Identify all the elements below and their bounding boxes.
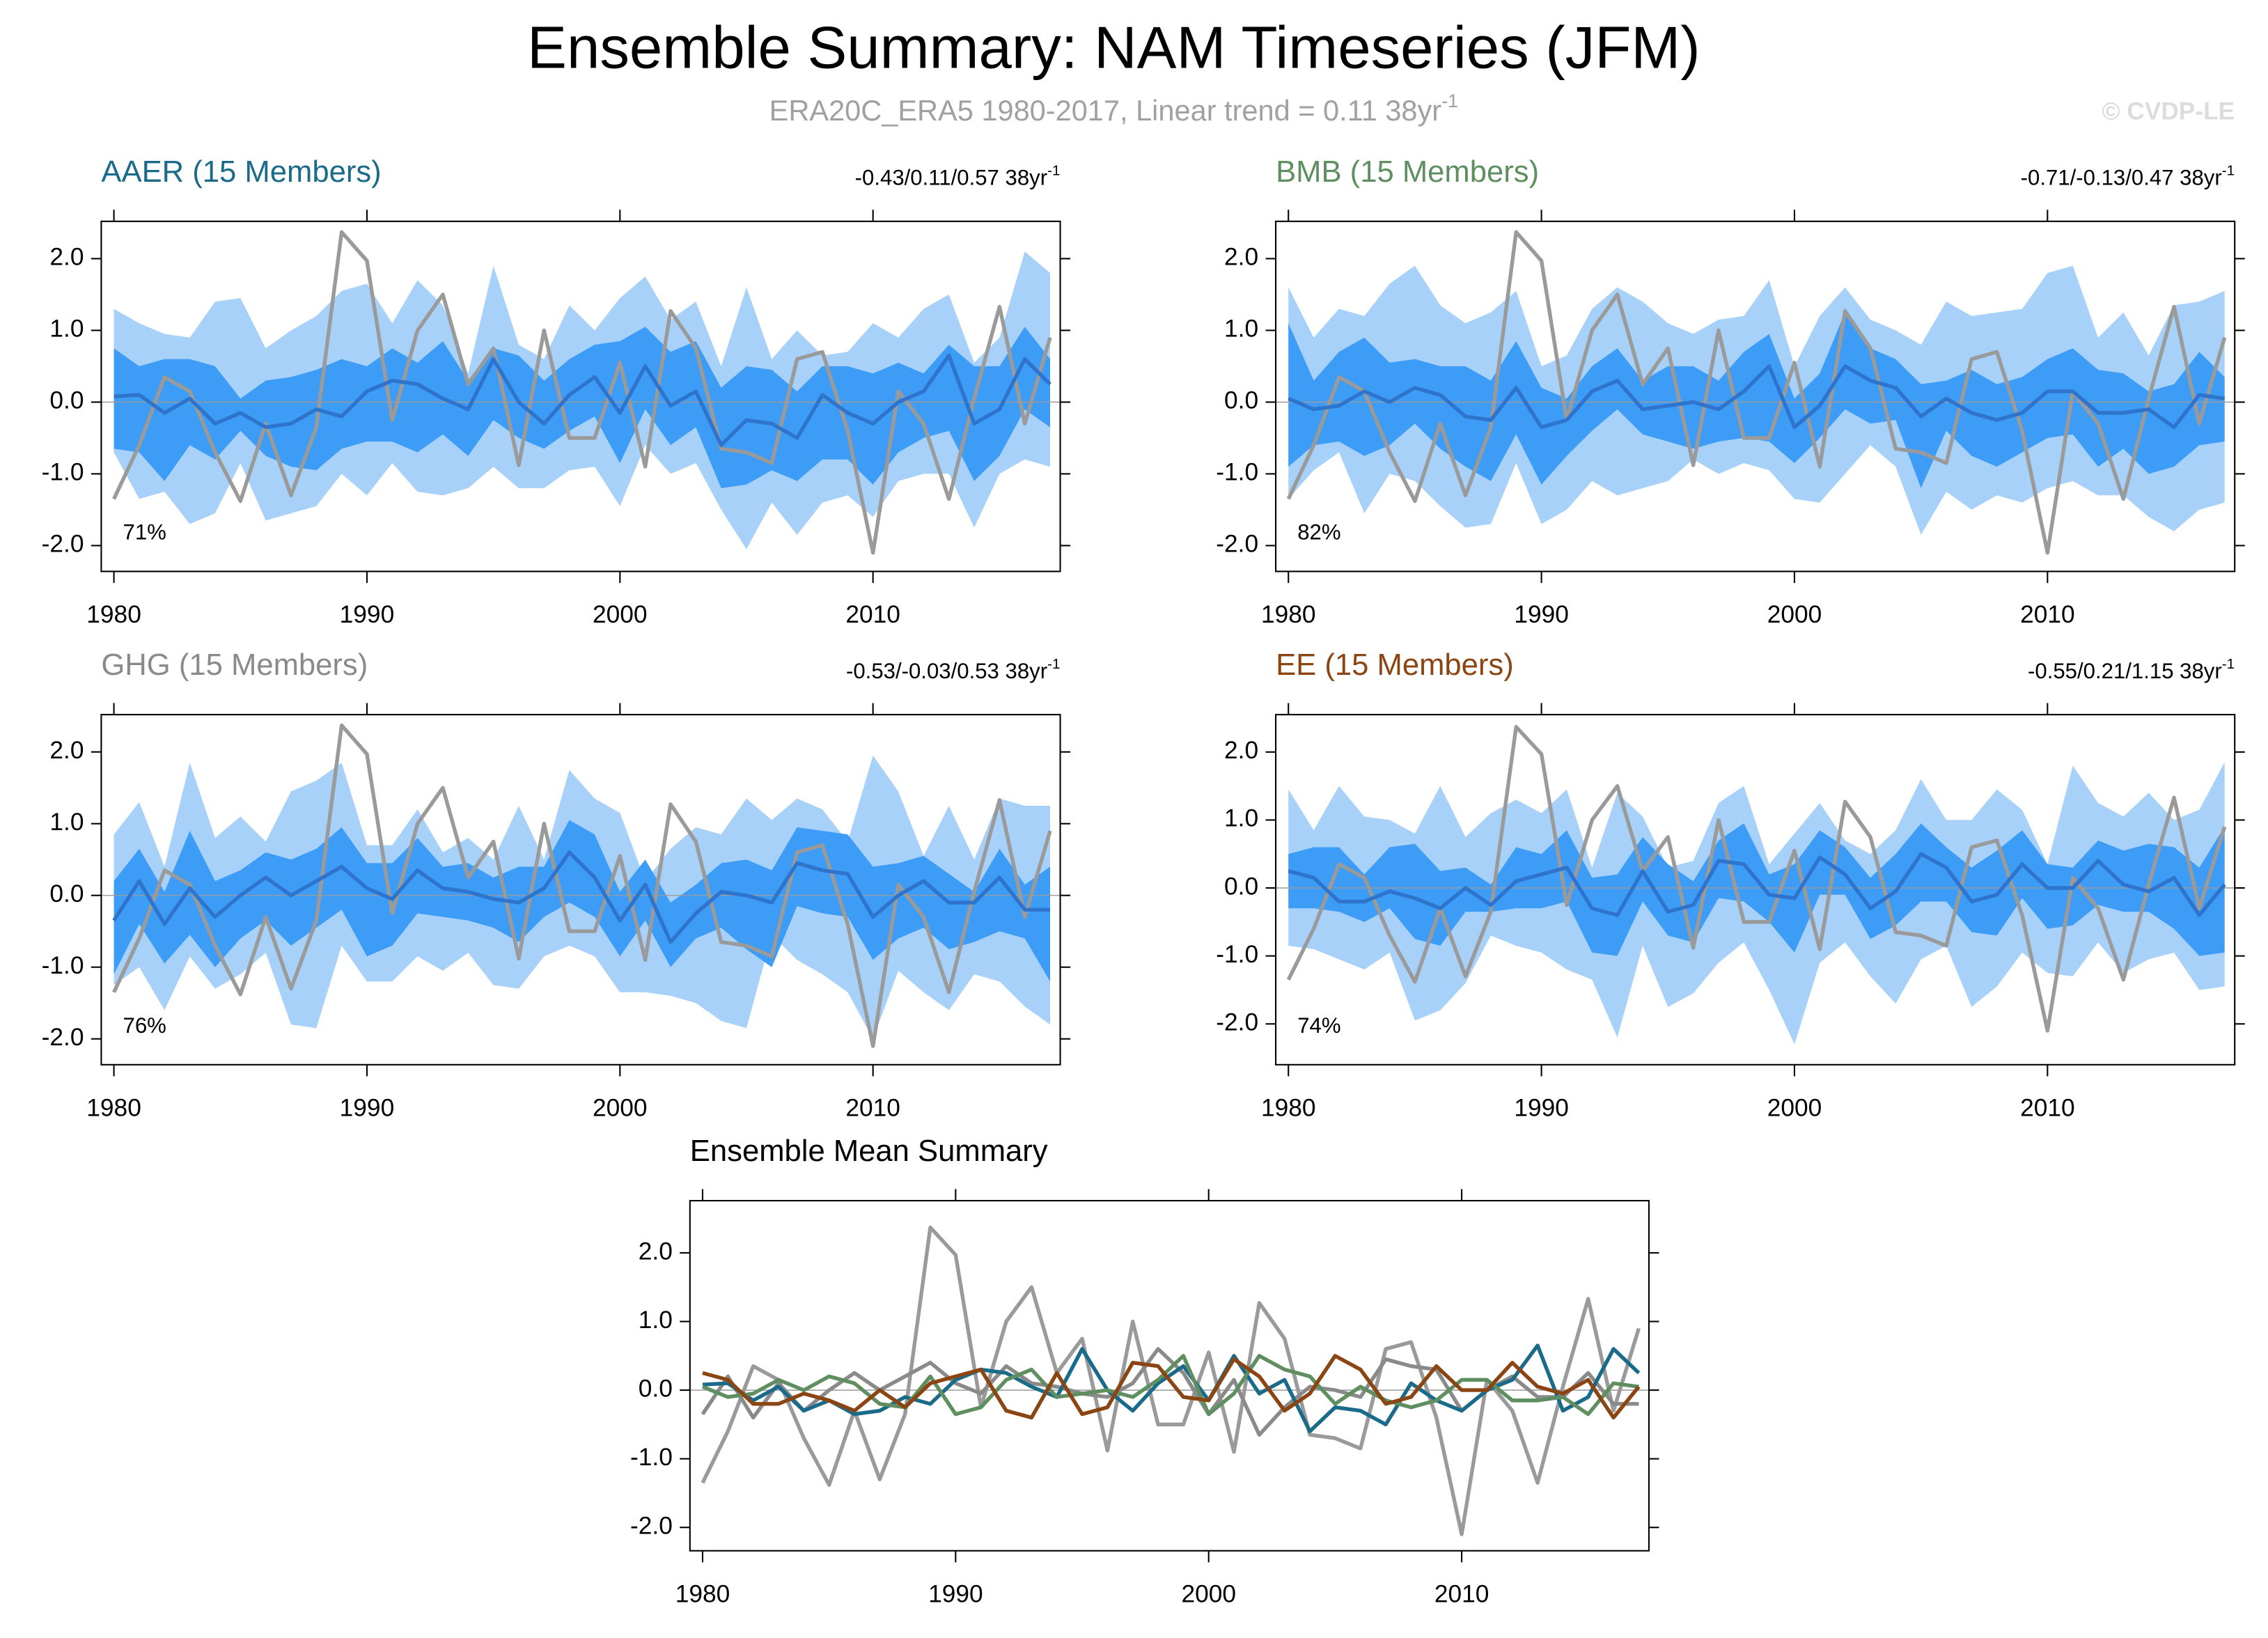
x-tick-label: 1990 — [340, 1095, 395, 1122]
x-tick-label: 1980 — [86, 1095, 141, 1122]
panel-title: AAER (15 Members) — [101, 155, 381, 189]
x-tick-label: 1990 — [928, 1580, 983, 1607]
y-tick-label: -1.0 — [1216, 941, 1258, 968]
plot-frame — [100, 714, 1061, 1066]
series-line — [1288, 852, 2226, 917]
series-line — [114, 353, 1051, 447]
plot-frame — [689, 1200, 1650, 1552]
y-tick-label: -2.0 — [42, 1024, 84, 1051]
x-tick-label: 2010 — [2020, 1095, 2075, 1122]
x-tick-label: 1980 — [1261, 601, 1316, 628]
panel-title: GHG (15 Members) — [101, 648, 368, 682]
plot-frame — [1275, 714, 2236, 1066]
y-tick-label: 0.0 — [49, 880, 84, 907]
x-tick-label: 2010 — [1434, 1580, 1489, 1607]
y-tick-label: 2.0 — [639, 1238, 673, 1265]
y-tick-label: 2.0 — [49, 737, 84, 764]
y-tick-label: 1.0 — [1224, 315, 1258, 343]
y-tick-label: -2.0 — [1216, 531, 1258, 558]
y-tick-label: 0.0 — [1224, 873, 1258, 900]
plot-frame — [1275, 220, 2236, 572]
panel-title: Ensemble Mean Summary — [690, 1134, 1048, 1168]
y-tick-label: 1.0 — [49, 809, 84, 836]
x-tick-label: 2000 — [1767, 1095, 1822, 1122]
x-tick-label: 1990 — [1514, 1095, 1569, 1122]
series-line — [702, 1354, 1641, 1420]
y-tick-label: 0.0 — [639, 1375, 673, 1402]
y-tick-label: -1.0 — [42, 952, 84, 979]
series-line — [1286, 725, 2227, 1033]
x-tick-label: 2010 — [2020, 601, 2075, 628]
y-tick-label: -1.0 — [630, 1444, 673, 1471]
spread-band — [1288, 823, 2225, 956]
trend-label: -0.53/-0.03/0.53 38yr-1 — [846, 656, 1061, 683]
trend-label: -0.43/0.11/0.57 38yr-1 — [855, 163, 1061, 190]
series-line — [112, 723, 1052, 1048]
trend-sup: -1 — [2222, 656, 2235, 672]
y-tick-label: 2.0 — [1224, 244, 1258, 271]
subtitle-text: ERA20C_ERA5 1980-2017, Linear trend = 0.… — [769, 94, 1442, 127]
copyright: © CVDP-LE — [2102, 98, 2235, 125]
x-tick-label: 1980 — [675, 1580, 730, 1607]
x-tick-label: 2000 — [593, 601, 648, 628]
x-tick-label: 2000 — [1181, 1580, 1236, 1607]
trend-sup: -1 — [1047, 163, 1060, 179]
trend-text: -0.43/0.11/0.57 38yr — [855, 166, 1047, 190]
series-line — [112, 850, 1051, 944]
subtitle: ERA20C_ERA5 1980-2017, Linear trend = 0.… — [769, 91, 1458, 127]
panel-title: EE (15 Members) — [1276, 648, 1514, 682]
y-tick-label: 2.0 — [1224, 737, 1258, 764]
trend-sup: -1 — [1047, 656, 1060, 672]
x-tick-label: 2000 — [1767, 601, 1822, 628]
subtitle-sup: -1 — [1441, 91, 1458, 111]
y-tick-label: 2.0 — [49, 244, 84, 271]
plot-frame — [100, 220, 1061, 572]
spread-band — [1288, 312, 2225, 489]
page-title: Ensemble Summary: NAM Timeseries (JFM) — [527, 15, 1700, 81]
x-tick-label: 1990 — [340, 601, 395, 628]
series-line — [701, 1225, 1641, 1536]
x-tick-label: 1980 — [86, 601, 141, 628]
trend-text: -0.53/-0.03/0.53 38yr — [846, 659, 1047, 683]
trend-label: -0.55/0.21/1.15 38yr-1 — [2028, 656, 2235, 683]
y-tick-label: 0.0 — [1224, 387, 1258, 414]
percent-label: 82% — [1297, 520, 1340, 545]
series-line — [1286, 230, 2227, 555]
panel-title: BMB (15 Members) — [1276, 155, 1539, 189]
series-line — [112, 230, 1052, 555]
x-tick-label: 1990 — [1514, 601, 1569, 628]
x-tick-label: 2000 — [593, 1095, 648, 1122]
y-tick-label: 0.0 — [49, 387, 84, 414]
y-tick-label: -2.0 — [42, 531, 84, 558]
percent-label: 71% — [123, 520, 166, 545]
series-line — [701, 1354, 1639, 1417]
series-line — [1288, 364, 2226, 430]
trend-label: -0.71/-0.13/0.47 38yr-1 — [2021, 163, 2235, 190]
y-tick-label: -2.0 — [1216, 1009, 1258, 1036]
spread-band — [114, 327, 1051, 489]
series-line — [702, 1343, 1641, 1433]
y-tick-label: -1.0 — [42, 459, 84, 486]
spread-band — [114, 820, 1051, 982]
x-tick-label: 2010 — [845, 1095, 900, 1122]
percent-label: 76% — [123, 1013, 166, 1038]
percent-label: 74% — [1297, 1013, 1340, 1038]
x-tick-label: 2010 — [845, 601, 900, 628]
trend-text: -0.55/0.21/1.15 38yr — [2028, 659, 2222, 683]
trend-text: -0.71/-0.13/0.47 38yr — [2021, 166, 2222, 190]
x-tick-label: 1980 — [1261, 1095, 1316, 1122]
y-tick-label: -2.0 — [630, 1513, 673, 1540]
y-tick-label: -1.0 — [1216, 459, 1258, 486]
trend-sup: -1 — [2222, 163, 2235, 179]
y-tick-label: 1.0 — [639, 1306, 673, 1334]
y-tick-label: 1.0 — [49, 315, 84, 343]
y-tick-label: 1.0 — [1224, 805, 1258, 832]
